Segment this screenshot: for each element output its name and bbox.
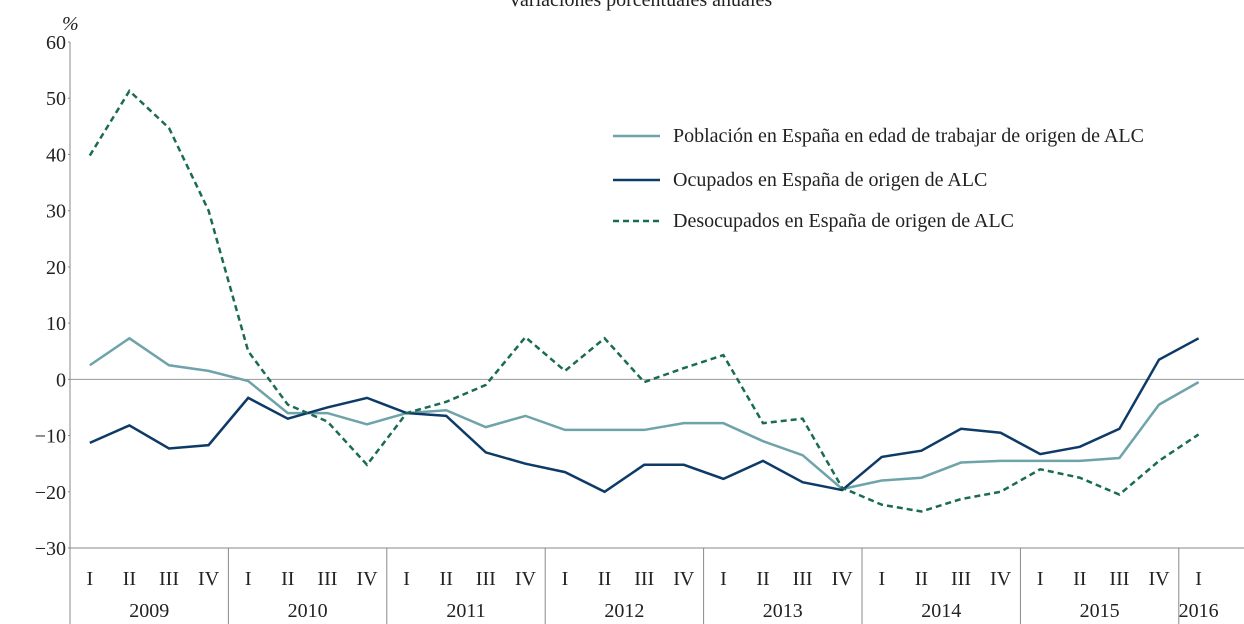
x-tick-label: IV	[1148, 568, 1170, 590]
y-tick-label: −30	[35, 538, 66, 560]
group-label: 2010	[288, 600, 328, 622]
legend-label: Población en España en edad de trabajar …	[673, 125, 1144, 147]
x-tick-label: IV	[198, 568, 220, 590]
y-tick-label: 40	[46, 144, 66, 166]
x-tick-label: I	[1037, 568, 1044, 590]
y-tick-label: 60	[46, 32, 66, 54]
x-tick-label: I	[403, 568, 410, 590]
chart-title: Variaciones porcentuales anuales	[508, 0, 773, 11]
y-tick-label: 10	[46, 313, 66, 335]
x-tick-label: III	[317, 568, 337, 590]
group-label: 2009	[129, 600, 169, 622]
x-tick-label: III	[1109, 568, 1129, 590]
x-tick-label: III	[159, 568, 179, 590]
x-tick-label: II	[598, 568, 611, 590]
y-tick-label: −10	[35, 426, 66, 448]
y-tick-label: 30	[46, 201, 66, 223]
y-tick-label: −20	[35, 482, 66, 504]
x-tick-label: II	[123, 568, 136, 590]
x-tick-label: III	[951, 568, 971, 590]
legend-label: Ocupados en España de origen de ALC	[673, 169, 987, 191]
x-tick-label: IV	[832, 568, 854, 590]
x-tick-label: II	[756, 568, 769, 590]
group-label: 2012	[604, 600, 644, 622]
x-tick-label: I	[86, 568, 93, 590]
group-label: 2013	[763, 600, 803, 622]
x-tick-label: IV	[356, 568, 378, 590]
x-tick-label: III	[634, 568, 654, 590]
group-label: 2011	[446, 600, 485, 622]
x-tick-label: I	[1195, 568, 1202, 590]
x-tick-label: I	[562, 568, 569, 590]
y-tick-label: 0	[56, 369, 66, 391]
x-tick-label: I	[245, 568, 252, 590]
x-tick-label: IV	[673, 568, 695, 590]
x-tick-label: I	[720, 568, 727, 590]
series-line	[89, 336, 1200, 491]
x-tick-label: II	[915, 568, 928, 590]
x-tick-label: III	[793, 568, 813, 590]
group-label: 2015	[1080, 600, 1120, 622]
y-tick-label: 50	[46, 88, 66, 110]
group-label: 2016	[1179, 600, 1219, 622]
group-label: 2014	[921, 600, 961, 622]
series-line	[89, 337, 1200, 494]
legend-label: Desocupados en España de origen de ALC	[673, 210, 1014, 232]
x-tick-label: II	[1073, 568, 1086, 590]
x-tick-label: II	[281, 568, 294, 590]
x-tick-label: I	[878, 568, 885, 590]
y-tick-label: 20	[46, 257, 66, 279]
x-tick-label: II	[440, 568, 453, 590]
x-tick-label: IV	[515, 568, 537, 590]
x-tick-label: IV	[990, 568, 1012, 590]
series-line	[88, 88, 1200, 513]
y-unit: %	[62, 13, 79, 35]
x-tick-label: III	[476, 568, 496, 590]
